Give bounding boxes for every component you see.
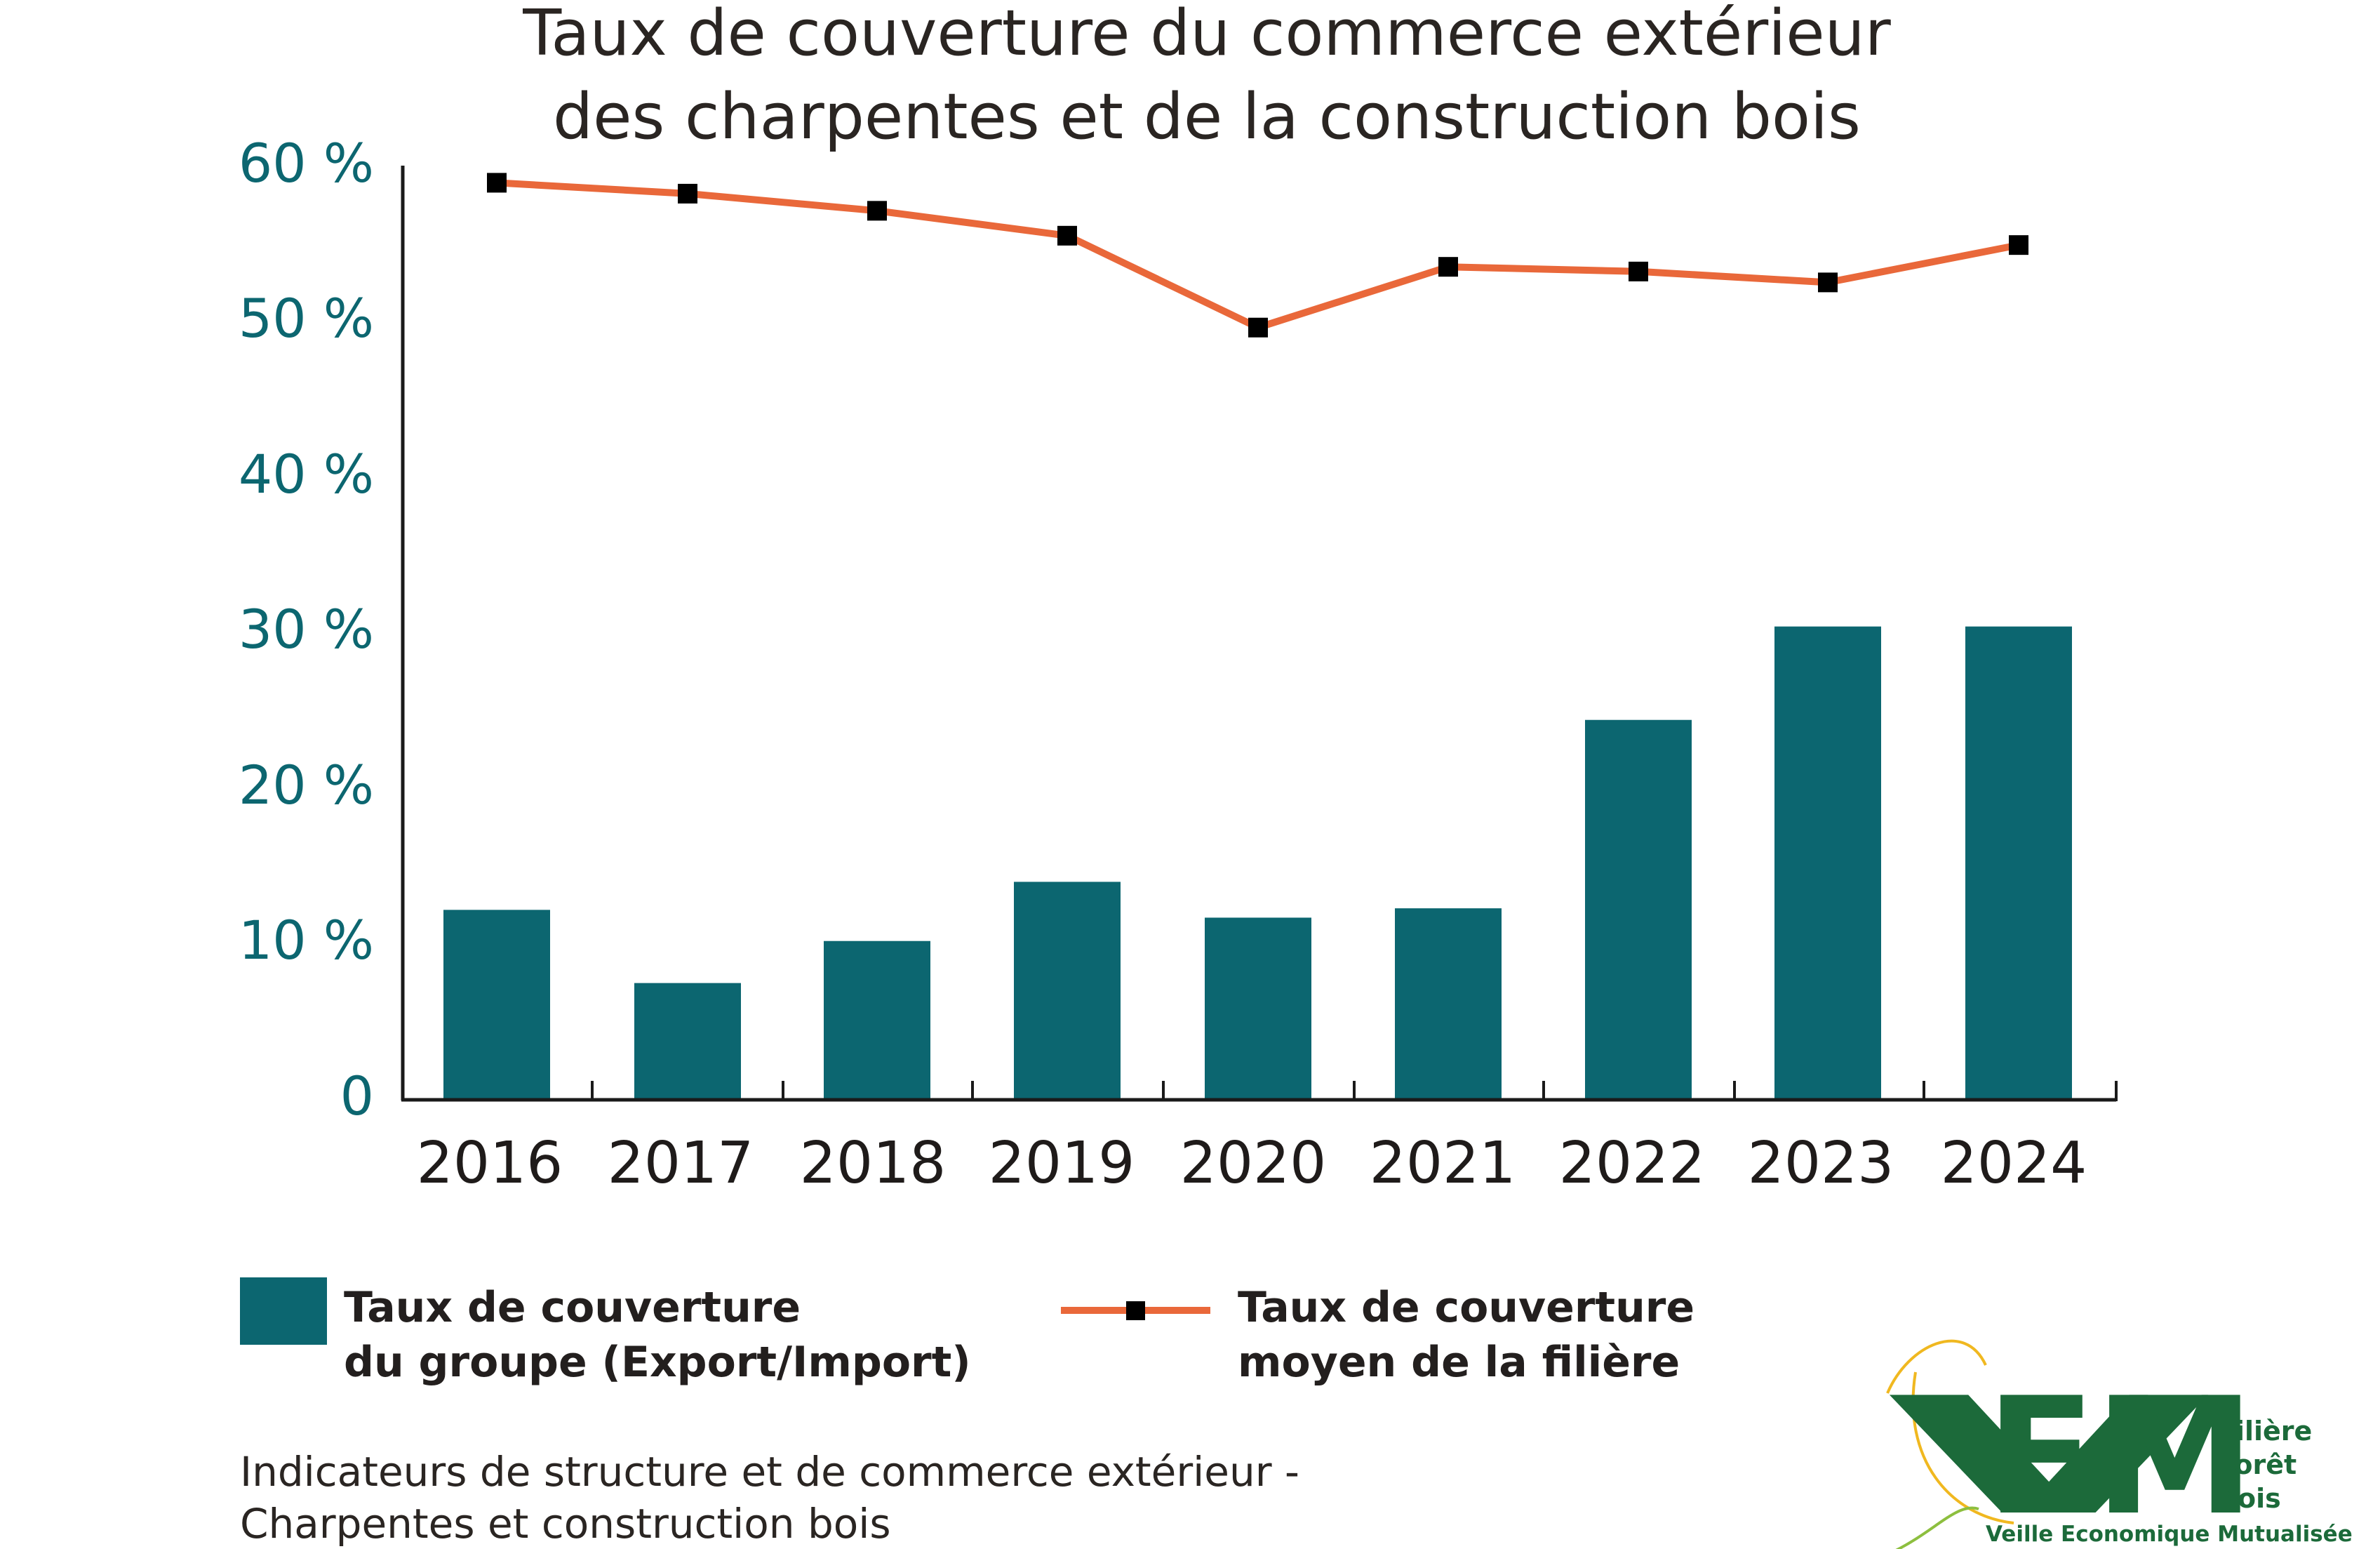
bar-series [443,626,2072,1100]
xtick-label-2021: 2021 [1370,1130,1516,1197]
line-series [493,179,2022,331]
bar-2021 [1395,908,1502,1100]
ytick-label-10: 10 % [239,909,374,971]
xtick-label-2019: 2019 [989,1130,1135,1197]
line-marker-2017 [678,183,697,204]
logo-arc-green [1895,1506,1979,1549]
bar-2020 [1205,917,1311,1100]
legend-bars-label-line-1: Taux de couverture [344,1283,801,1332]
logo-arc-yellow [1886,1339,1987,1394]
x-axis-tick-marks [401,1081,2118,1101]
bar-2023 [1774,626,1881,1100]
ytick-label-30: 30 % [239,598,374,660]
logo-side-line-3: Bois [2217,1483,2281,1514]
legend-swatch-bars [240,1277,327,1345]
logo-side-line-1: Filière [2217,1416,2312,1447]
ytick-label-60: 60 % [239,132,374,194]
legend: Taux de couverture du groupe (Export/Imp… [240,1277,1694,1387]
footnote-line-2: Charpentes et construction bois [240,1500,891,1548]
xtick-label-2018: 2018 [800,1130,947,1197]
logo-letter-m: M [2094,1364,2255,1549]
bar-2022 [1585,719,1692,1100]
xtick-label-2022: 2022 [1559,1130,1706,1197]
x-axis-ticks: 2016 2017 2018 2019 2020 2021 2022 2023 … [417,1130,2087,1197]
logo-letter-v: V [1887,1364,2210,1549]
logo-letter-e: E [1986,1364,2096,1549]
vem-logo: V E M Filière Forêt Bois Veille Economiq… [1886,1339,2353,1549]
legend-line-label-line-2: moyen de la filière [1238,1338,1680,1387]
xtick-label-2017: 2017 [608,1130,754,1197]
line-marker-2022 [1629,261,1648,281]
logo-arc-yellow-lower [1911,1371,2014,1524]
legend-bars-label-line-2: du groupe (Export/Import) [344,1338,971,1387]
xtick-label-2023: 2023 [1748,1130,1894,1197]
bar-2016 [443,910,550,1100]
line-marker-2024 [2009,235,2028,255]
legend-line-label-line-1: Taux de couverture [1238,1283,1694,1332]
xtick-label-2020: 2020 [1180,1130,1327,1197]
y-axis-ticks: 0 10 % 20 % 30 % 40 % 50 % 60 % [239,132,374,1127]
chart-title-line-1: Taux de couverture du commerce extérieur [522,0,1890,70]
xtick-label-2016: 2016 [417,1130,563,1197]
bar-2018 [824,940,930,1100]
line-marker-2023 [1818,272,1838,293]
ytick-label-40: 40 % [239,443,374,505]
chart-title-line-2: des charpentes et de la construction boi… [553,80,1861,154]
footnote-line-1: Indicateurs de structure et de commerce … [240,1448,1299,1496]
bar-2019 [1014,882,1121,1100]
legend-swatch-marker [1126,1301,1145,1320]
ytick-label-50: 50 % [239,287,374,350]
bar-2017 [634,983,741,1100]
line-marker-2016 [487,173,507,193]
logo-side-line-2: Forêt [2217,1449,2297,1480]
line-markers [487,173,2028,338]
ytick-label-20: 20 % [239,754,374,816]
line-marker-2020 [1248,317,1268,338]
line-marker-2018 [867,201,887,221]
line-marker-2021 [1438,257,1458,277]
ytick-label-0: 0 [340,1065,374,1127]
xtick-label-2024: 2024 [1941,1130,2087,1197]
logo-tagline: Veille Economique Mutualisée [1986,1522,2353,1547]
line-marker-2019 [1057,225,1077,246]
bar-2024 [1965,626,2072,1100]
